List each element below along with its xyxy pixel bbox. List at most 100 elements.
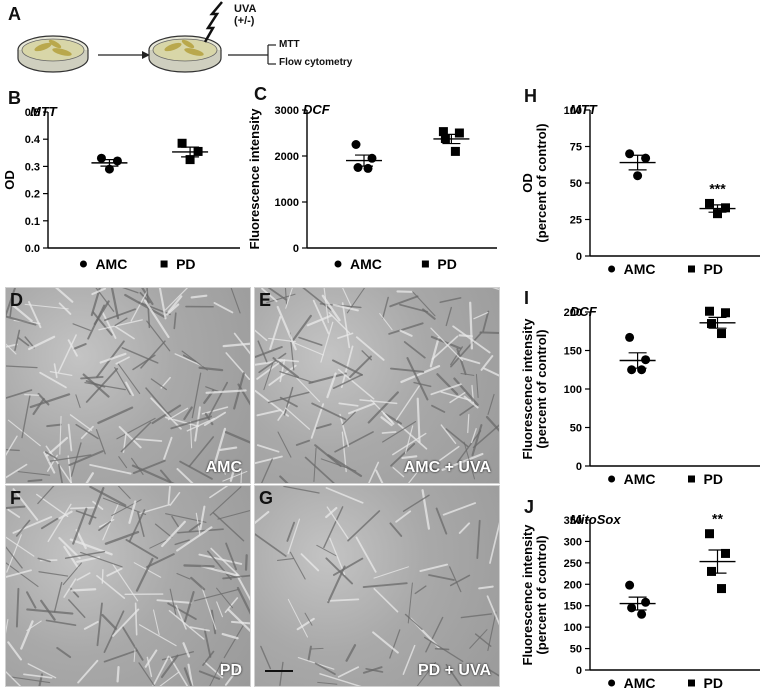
cell-streak — [21, 394, 31, 439]
cell-streak — [320, 321, 334, 363]
cell-streak — [348, 402, 376, 415]
cell-streak — [102, 497, 147, 516]
y-axis-label: (percent of control) — [534, 123, 549, 242]
cell-streak — [395, 510, 412, 523]
cell-streak — [379, 312, 393, 331]
cell-streak — [176, 572, 191, 580]
y-tick-label: 75 — [570, 142, 582, 154]
cell-streak — [367, 391, 399, 424]
cell-streak — [6, 505, 26, 509]
cell-streak — [6, 562, 39, 588]
cell-streak — [7, 419, 41, 447]
cell-streak — [483, 367, 499, 377]
cell-streak — [326, 506, 349, 539]
cell-streak — [134, 602, 138, 636]
y-axis-label: Fluorescence intensity — [247, 108, 262, 250]
cell-streak — [449, 574, 471, 587]
cell-streak — [176, 468, 194, 483]
y-tick-label: 1000 — [275, 197, 299, 209]
cell-streak — [347, 510, 381, 542]
cell-streak — [89, 463, 132, 475]
cell-streak — [95, 429, 106, 455]
y-tick-label: 0 — [576, 251, 582, 263]
cell-streak — [212, 511, 245, 542]
cell-streak — [261, 458, 273, 483]
cell-streak — [277, 557, 294, 562]
cell-streak — [6, 343, 17, 355]
cell-streak — [225, 352, 250, 381]
cell-streak — [89, 486, 127, 507]
cell-streak — [332, 373, 363, 390]
cell-streak — [276, 305, 297, 351]
micrograph-caption: AMC — [205, 459, 242, 476]
cell-streak — [404, 425, 414, 454]
y-axis-label: (percent of control) — [534, 329, 549, 448]
data-point — [104, 164, 114, 174]
cell-streak — [67, 455, 72, 483]
cell-streak — [459, 403, 477, 416]
cell-texture — [6, 486, 250, 686]
cell-texture — [255, 486, 499, 686]
cell-streak — [289, 551, 306, 580]
cell-streak — [286, 521, 295, 542]
cell-streak — [308, 372, 347, 385]
cell-streak — [171, 515, 180, 528]
cell-streak — [390, 442, 416, 467]
cell-streak — [98, 319, 143, 331]
cell-streak — [158, 288, 167, 320]
category-label: PD — [704, 471, 723, 487]
cell-streak — [118, 456, 128, 469]
cell-streak — [438, 445, 460, 462]
data-point — [351, 140, 361, 149]
cell-streak — [120, 421, 152, 453]
cell-streak — [389, 629, 401, 659]
cell-streak — [450, 331, 483, 368]
cell-streak — [117, 363, 141, 395]
cell-streak — [382, 420, 417, 443]
cell-streak — [268, 364, 297, 386]
y-tick-label: 100 — [564, 105, 582, 117]
cell-streak — [177, 528, 224, 534]
data-point — [625, 332, 635, 342]
cell-streak — [103, 649, 138, 663]
cell-streak — [284, 288, 288, 305]
data-point — [707, 566, 716, 576]
cell-streak — [69, 538, 113, 556]
cell-streak — [460, 613, 493, 619]
cell-streak — [492, 288, 499, 291]
y-axis-label: (percent of control) — [534, 535, 549, 654]
cell-streak — [467, 413, 470, 434]
cell-streak — [37, 557, 51, 563]
cell-streak — [267, 391, 310, 404]
data-point — [625, 149, 635, 159]
cell-streak — [449, 566, 462, 593]
cell-streak — [170, 415, 213, 430]
chart-h-mtt: 0 25 50 75 100 OD (percent of control) MTT AMC **… — [520, 102, 760, 277]
cell-streak — [279, 475, 289, 483]
data-point — [112, 156, 122, 166]
data-point — [627, 603, 637, 613]
cell-streak — [279, 371, 314, 384]
cell-streak — [230, 620, 250, 625]
cell-streak — [167, 295, 183, 313]
y-axis-label: Fluorescence intensity — [520, 318, 535, 460]
cell-streak — [268, 337, 296, 343]
cell-streak — [240, 468, 243, 483]
cell-streak — [389, 295, 419, 308]
cell-streak — [460, 372, 475, 376]
cell-streak — [181, 350, 208, 371]
cell-streak — [24, 393, 40, 396]
cell-streak — [6, 288, 17, 318]
cell-streak — [130, 290, 148, 322]
cell-streak — [348, 355, 372, 379]
y-tick-label: 3000 — [275, 105, 299, 117]
y-tick-label: 300 — [564, 536, 582, 548]
culture-dish-icon — [148, 35, 222, 73]
cell-streak — [183, 667, 193, 686]
cell-streak — [487, 393, 495, 415]
cell-streak — [317, 681, 338, 685]
cell-streak — [469, 629, 488, 649]
cell-streak — [14, 329, 21, 351]
cell-streak — [362, 582, 408, 588]
cell-streak — [117, 486, 131, 499]
